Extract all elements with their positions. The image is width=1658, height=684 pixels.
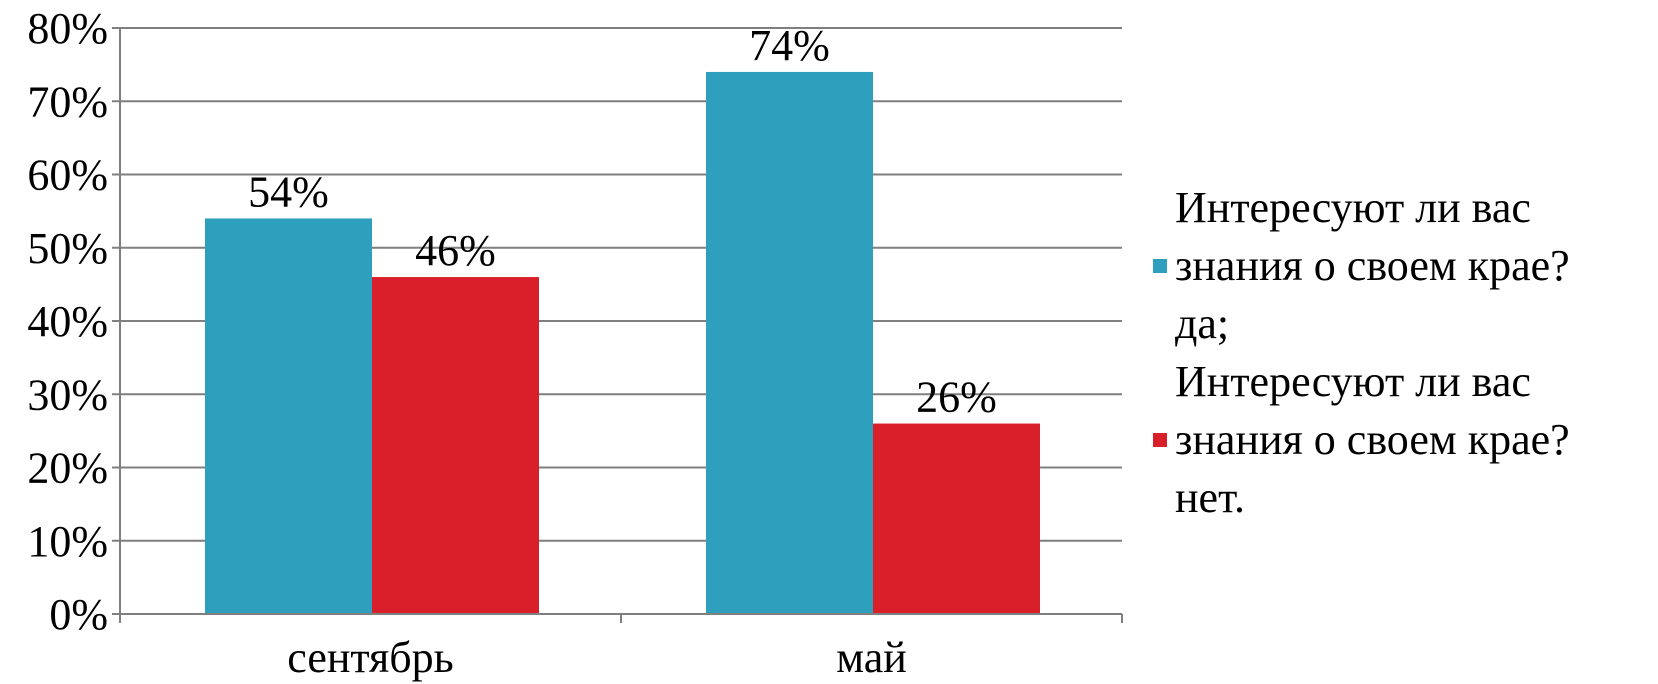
x-axis-tick-labels: сентябрь май [287,633,907,682]
bar [372,277,539,614]
legend-label: Интересуют ли вас [1175,183,1531,232]
y-tick-label: 20% [27,444,108,493]
data-label: 26% [916,373,997,422]
y-tick-label: 40% [27,297,108,346]
data-labels: 54% 46% 74% 26% [248,21,997,422]
legend-label: нет. [1175,473,1245,522]
y-tick-label: 80% [27,4,108,53]
axes [119,28,1123,623]
x-category-label: сентябрь [287,633,453,682]
y-tick-label: 30% [27,370,108,419]
bars [205,71,1040,614]
legend-label: знания о своем крае? [1175,415,1570,464]
data-label: 46% [415,226,496,275]
bar [873,423,1040,614]
legend-label: да; [1175,299,1229,348]
legend: Интересуют ли вас знания о своем крае? да;… [1153,183,1570,522]
bar [706,71,873,614]
y-tick-label: 0% [49,590,108,639]
y-tick-label: 50% [27,224,108,273]
bar [205,218,372,614]
y-axis-tick-labels: 0% 10% 20% 30% 40% 50% 60% 70% 80% [27,4,108,639]
x-category-label: май [836,633,907,682]
y-tick-label: 10% [27,517,108,566]
y-tick-label: 60% [27,151,108,200]
legend-label: знания о своем крае? [1175,241,1570,290]
y-tick-label: 70% [27,77,108,126]
legend-swatch [1153,259,1167,273]
legend-label: Интересуют ли вас [1175,357,1531,406]
data-label: 74% [749,21,830,70]
data-label: 54% [248,167,329,216]
legend-swatch [1153,433,1167,447]
